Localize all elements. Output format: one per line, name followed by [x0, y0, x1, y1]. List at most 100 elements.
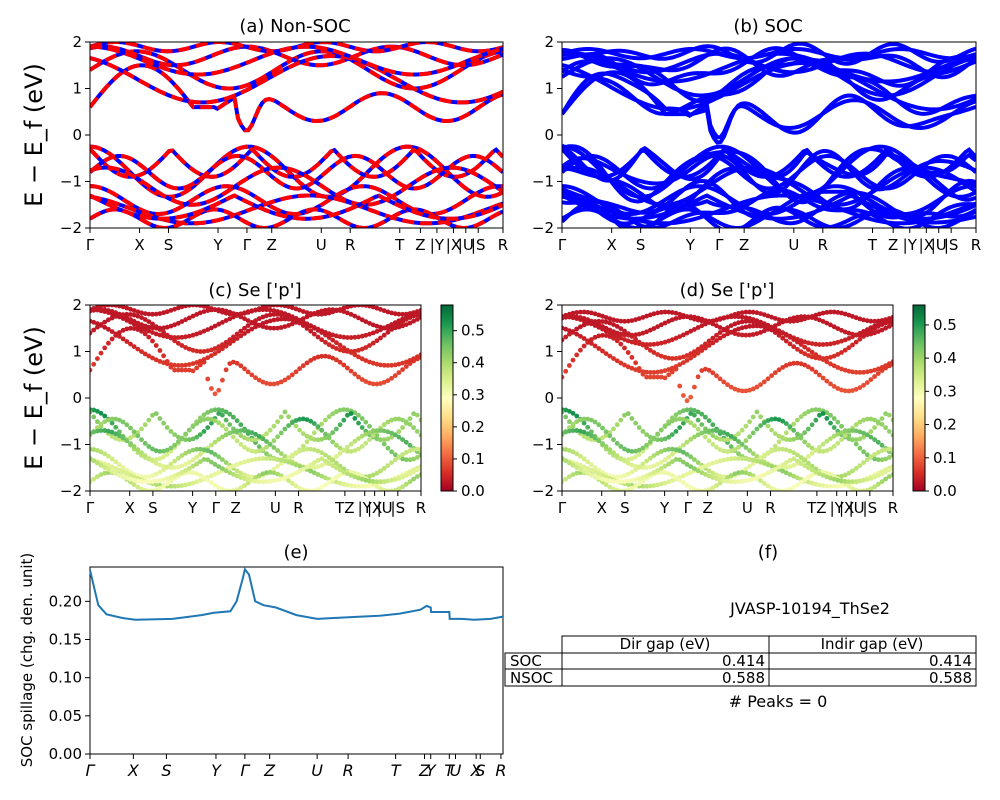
band-point — [326, 435, 332, 441]
band-point — [673, 412, 679, 418]
band-point — [673, 447, 679, 452]
band-point — [831, 384, 837, 389]
band-point — [392, 487, 398, 491]
band-point — [647, 464, 653, 470]
band-point — [260, 379, 266, 385]
x-tick-label: R — [343, 761, 354, 780]
band-point — [407, 448, 413, 454]
band-point — [769, 373, 774, 379]
band-point — [688, 407, 694, 413]
band-point — [662, 375, 668, 381]
band-point — [743, 309, 749, 315]
band-point — [567, 408, 572, 414]
band-point — [614, 474, 620, 480]
band-point — [828, 381, 833, 387]
band-point — [95, 425, 100, 430]
band-line-soc — [562, 51, 976, 84]
band-point — [589, 321, 594, 327]
band-point — [677, 448, 683, 454]
band-point — [128, 312, 133, 317]
band-point — [739, 427, 745, 433]
x-tick-label: Z — [702, 499, 712, 517]
band-point — [783, 460, 789, 466]
band-point — [846, 484, 852, 489]
band-point — [842, 367, 848, 373]
band-point — [282, 305, 288, 309]
band-point — [161, 467, 167, 473]
band-point — [326, 310, 332, 316]
band-point — [392, 452, 398, 458]
band-point — [658, 437, 664, 443]
band-point — [271, 470, 277, 476]
band-point — [341, 469, 347, 475]
band-point — [835, 365, 841, 370]
band-point — [124, 339, 130, 344]
band-point — [91, 476, 97, 482]
band-point — [633, 454, 638, 460]
band-point — [574, 470, 580, 476]
band-point — [95, 419, 100, 425]
band-point — [363, 419, 369, 425]
band-point — [186, 305, 192, 308]
band-point — [286, 423, 291, 428]
band-point — [106, 417, 111, 423]
band-point — [736, 456, 741, 461]
band-point — [714, 428, 719, 434]
band-point — [783, 421, 789, 426]
band-point — [286, 478, 291, 484]
band-point — [611, 450, 616, 456]
x-tick-label: |U — [377, 499, 393, 517]
x-tick-label: Γ — [558, 499, 567, 517]
band-point — [414, 467, 420, 473]
band-point — [791, 473, 797, 479]
band-point — [714, 435, 719, 441]
band-point — [289, 472, 295, 478]
band-point — [754, 384, 760, 390]
band-point — [418, 465, 421, 471]
band-point — [721, 478, 727, 483]
band-point — [153, 357, 159, 363]
band-point — [95, 428, 100, 434]
band-point — [319, 450, 325, 456]
band-point — [684, 353, 690, 358]
band-point — [710, 422, 716, 428]
x-tick-label: T — [444, 761, 455, 780]
band-point — [879, 448, 885, 454]
band-point — [817, 471, 822, 477]
x-tick-label: R — [888, 499, 898, 517]
band-point — [754, 323, 760, 329]
band-point — [374, 470, 380, 476]
band-line-soc — [562, 165, 976, 207]
colorbar-tick-label: 0.4 — [933, 349, 957, 367]
band-line-nsoc-dashed — [90, 63, 503, 133]
band-point — [308, 358, 314, 363]
band-point — [216, 437, 222, 442]
band-point — [238, 333, 244, 339]
x-tick-label: Γ — [684, 499, 693, 517]
band-point — [330, 411, 336, 417]
band-point — [319, 473, 325, 479]
band-point — [824, 470, 830, 476]
band-point — [872, 484, 877, 490]
band-point — [603, 444, 609, 449]
band-line-nsoc-dashed — [90, 44, 503, 77]
band-point — [636, 447, 642, 453]
band-point — [629, 456, 635, 462]
band-point — [249, 457, 255, 463]
band-point — [300, 431, 306, 436]
band-point — [802, 344, 808, 350]
band-point — [352, 371, 358, 377]
band-point — [883, 447, 888, 453]
band-point — [381, 437, 387, 443]
band-point — [150, 325, 155, 331]
band-point — [736, 314, 741, 320]
band-point — [725, 431, 730, 437]
band-point — [153, 471, 159, 477]
band-point — [758, 382, 763, 387]
band-point — [323, 435, 328, 441]
band-point — [669, 478, 675, 483]
band-point — [164, 481, 170, 487]
band-point — [245, 458, 251, 464]
y-tick-label: 1 — [544, 80, 554, 98]
band-point — [128, 441, 133, 446]
